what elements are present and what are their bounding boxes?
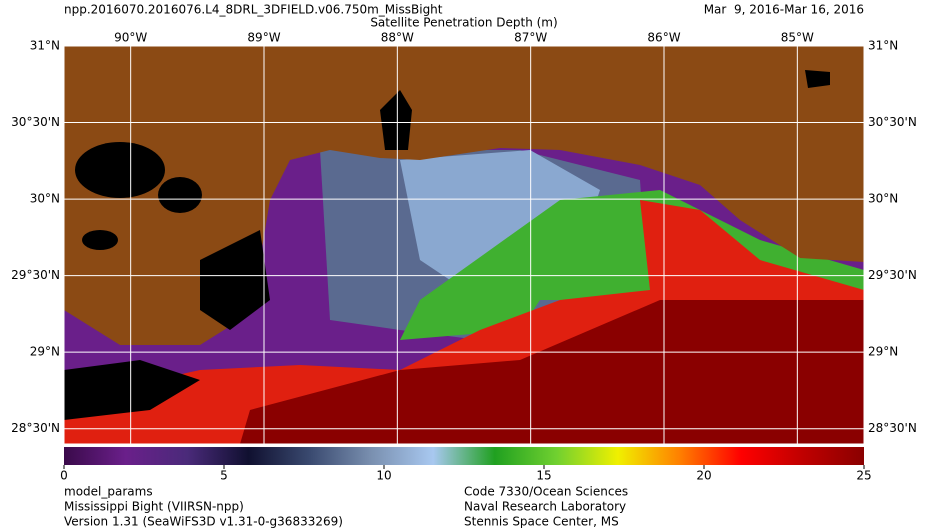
footer-right: Code 7330/Ocean Sciences bbox=[464, 485, 628, 499]
map-image bbox=[64, 46, 864, 444]
y-tick-label: 30°N bbox=[868, 192, 898, 206]
y-tick-label: 31°N bbox=[30, 39, 60, 53]
colorbar bbox=[64, 447, 864, 465]
colorbar-tick-label: 15 bbox=[536, 469, 551, 483]
y-tick-label: 29°30'N bbox=[868, 268, 917, 282]
cloud bbox=[64, 360, 200, 420]
lake bbox=[805, 70, 830, 88]
y-tick-label: 29°N bbox=[30, 345, 60, 359]
lake bbox=[75, 142, 165, 198]
y-tick-label: 29°N bbox=[868, 345, 898, 359]
sea-green bbox=[400, 190, 864, 340]
footer-left: Mississippi Bight (VIIRSN-npp) bbox=[64, 500, 244, 514]
x-tick-label: 87°W bbox=[514, 31, 547, 45]
y-tick-label: 30°30'N bbox=[868, 115, 917, 129]
y-tick-label: 28°30'N bbox=[868, 421, 917, 435]
product: Satellite Penetration Depth (m) bbox=[370, 16, 557, 30]
bay bbox=[380, 90, 412, 150]
map-frame bbox=[63, 45, 865, 445]
x-tick-label: 88°W bbox=[381, 31, 414, 45]
x-tick-label: 89°W bbox=[247, 31, 280, 45]
y-tick-label: 31°N bbox=[868, 39, 898, 53]
footer-right: Naval Research Laboratory bbox=[464, 500, 626, 514]
footer-left: Version 1.31 (SeaWiFS3D v1.31-0-g3683326… bbox=[64, 515, 343, 529]
marsh bbox=[200, 230, 270, 330]
y-tick-label: 30°30'N bbox=[11, 115, 60, 129]
lake bbox=[158, 177, 202, 213]
x-tick-label: 90°W bbox=[114, 31, 147, 45]
lake bbox=[82, 230, 118, 250]
colorbar-tick-label: 25 bbox=[856, 469, 871, 483]
colorbar-tick-label: 10 bbox=[376, 469, 391, 483]
y-tick-label: 30°N bbox=[30, 192, 60, 206]
title: npp.2016070.2016076.L4_8DRL_3DFIELD.v06.… bbox=[64, 3, 443, 17]
sea-darkred bbox=[240, 300, 864, 444]
colorbar-tick-label: 0 bbox=[60, 469, 68, 483]
x-tick-label: 86°W bbox=[647, 31, 680, 45]
colorbar-tick-label: 20 bbox=[696, 469, 711, 483]
colorbar-tick-label: 5 bbox=[220, 469, 228, 483]
footer-left: model_params bbox=[64, 485, 153, 499]
date-range: Mar 9, 2016-Mar 16, 2016 bbox=[704, 3, 864, 17]
footer-right: Stennis Space Center, MS bbox=[464, 515, 619, 529]
y-tick-label: 28°30'N bbox=[11, 421, 60, 435]
y-tick-label: 29°30'N bbox=[11, 268, 60, 282]
x-tick-label: 85°W bbox=[781, 31, 814, 45]
